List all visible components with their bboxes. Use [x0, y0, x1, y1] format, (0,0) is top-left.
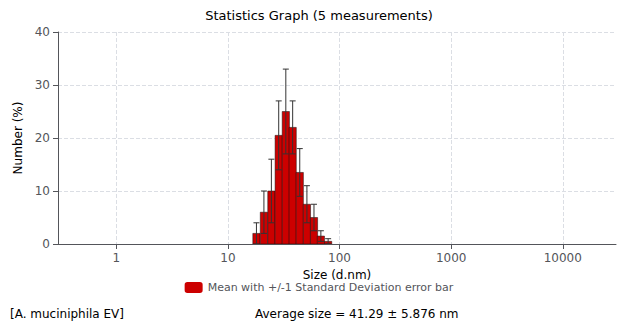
- svg-text:[A. muciniphila EV]: [A. muciniphila EV]: [10, 307, 124, 321]
- svg-text:0: 0: [42, 237, 50, 251]
- svg-text:10: 10: [35, 184, 50, 198]
- svg-text:100: 100: [328, 251, 351, 265]
- svg-text:40: 40: [35, 25, 50, 39]
- svg-text:30: 30: [35, 78, 50, 92]
- svg-text:10000: 10000: [544, 251, 582, 265]
- svg-text:10: 10: [220, 251, 235, 265]
- svg-text:Number (%): Number (%): [11, 102, 25, 175]
- svg-text:Average size = 41.29 ± 5.876 n: Average size = 41.29 ± 5.876 nm: [255, 307, 459, 321]
- svg-text:1000: 1000: [436, 251, 467, 265]
- svg-text:20: 20: [35, 131, 50, 145]
- svg-text:Statistics Graph (5 measuremen: Statistics Graph (5 measurements): [205, 8, 433, 23]
- svg-text:1: 1: [113, 251, 121, 265]
- svg-text:Size (d.nm): Size (d.nm): [303, 268, 372, 282]
- svg-text:Mean with +/-1 Standard Deviat: Mean with +/-1 Standard Deviation error …: [208, 281, 454, 294]
